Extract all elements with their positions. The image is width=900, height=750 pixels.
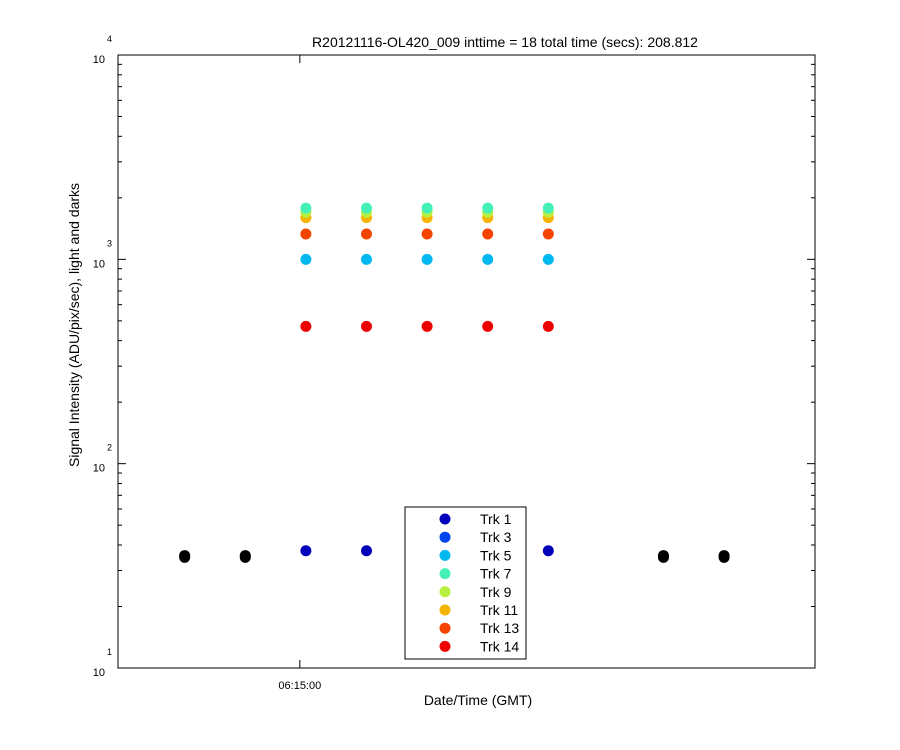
dark-point xyxy=(239,551,251,563)
y-tick-exponent: 2 xyxy=(107,443,112,453)
dark-point xyxy=(179,551,191,563)
legend-marker xyxy=(439,568,451,580)
legend: Trk 1 Trk 3 Trk 5 Trk 7 Trk 9 Trk 11 Trk 13 Trk… xyxy=(404,506,527,660)
point-trk-14 xyxy=(360,320,372,332)
y-tick-base: 10 xyxy=(93,258,105,270)
point-trk-5 xyxy=(360,253,372,265)
y-tick-label: 102 xyxy=(93,443,112,475)
legend-box xyxy=(404,506,527,660)
x-axis-label: Date/Time (GMT) xyxy=(424,692,532,708)
point-trk-13 xyxy=(542,228,554,240)
y-tick-base: 10 xyxy=(93,463,105,475)
legend-marker xyxy=(439,640,451,652)
point-trk-1 xyxy=(542,545,554,557)
data-points xyxy=(179,202,730,563)
dark-point xyxy=(718,551,730,563)
y-tick-label: 104 xyxy=(93,34,112,66)
point-trk-1 xyxy=(360,545,372,557)
y-tick-label: 101 xyxy=(93,647,112,679)
legend-entry: Trk 3 xyxy=(439,529,512,545)
legend-label: Trk 5 xyxy=(480,547,512,563)
legend-label: Trk 13 xyxy=(480,620,519,636)
legend-entry: Trk 7 xyxy=(439,566,512,582)
point-trk-14 xyxy=(482,320,494,332)
legend-marker xyxy=(439,513,451,525)
axis-ticks xyxy=(118,54,815,669)
legend-marker xyxy=(439,622,451,634)
legend-items: Trk 1 Trk 3 Trk 5 Trk 7 Trk 9 Trk 11 Trk 13 Trk… xyxy=(439,511,519,654)
legend-entry: Trk 11 xyxy=(439,602,518,618)
legend-entry: Trk 14 xyxy=(439,638,519,654)
legend-entry: Trk 13 xyxy=(439,620,519,636)
legend-label: Trk 7 xyxy=(480,566,512,582)
legend-label: Trk 1 xyxy=(480,511,512,527)
point-trk-5 xyxy=(300,253,312,265)
y-tick-exponent: 3 xyxy=(107,238,112,248)
point-trk-7 xyxy=(542,202,554,214)
dark-point xyxy=(657,551,669,563)
y-tick-base: 10 xyxy=(93,667,105,679)
legend-label: Trk 11 xyxy=(480,602,518,618)
y-tick-label: 103 xyxy=(93,238,112,270)
point-trk-7 xyxy=(482,202,494,214)
point-trk-7 xyxy=(360,202,372,214)
legend-marker xyxy=(439,531,451,543)
point-trk-13 xyxy=(360,228,372,240)
x-tick-label: 06:15:00 xyxy=(278,680,321,692)
point-trk-14 xyxy=(542,320,554,332)
point-trk-5 xyxy=(542,253,554,265)
legend-label: Trk 9 xyxy=(480,584,512,600)
point-trk-5 xyxy=(421,253,433,265)
legend-marker xyxy=(439,604,451,616)
y-tick-base: 10 xyxy=(93,54,105,66)
point-trk-14 xyxy=(300,320,312,332)
legend-marker xyxy=(439,586,451,598)
point-trk-13 xyxy=(421,228,433,240)
point-trk-13 xyxy=(300,228,312,240)
x-tick-labels: 06:15:00 xyxy=(278,680,321,692)
point-trk-5 xyxy=(482,253,494,265)
legend-label: Trk 14 xyxy=(480,638,519,654)
point-trk-7 xyxy=(421,202,433,214)
legend-label: Trk 3 xyxy=(480,529,512,545)
legend-entry: Trk 5 xyxy=(439,547,512,563)
legend-entry: Trk 9 xyxy=(439,584,512,600)
y-tick-exponent: 4 xyxy=(107,34,112,44)
legend-marker xyxy=(439,549,451,561)
point-trk-1 xyxy=(300,545,312,557)
y-tick-exponent: 1 xyxy=(107,647,112,657)
y-axis-label: Signal Intensity (ADU/pix/sec), light an… xyxy=(66,183,82,467)
point-trk-13 xyxy=(482,228,494,240)
point-trk-7 xyxy=(300,202,312,214)
chart-title: R20121116-OL420_009 inttime = 18 total t… xyxy=(312,34,698,50)
legend-entry: Trk 1 xyxy=(439,511,512,527)
point-trk-14 xyxy=(421,320,433,332)
